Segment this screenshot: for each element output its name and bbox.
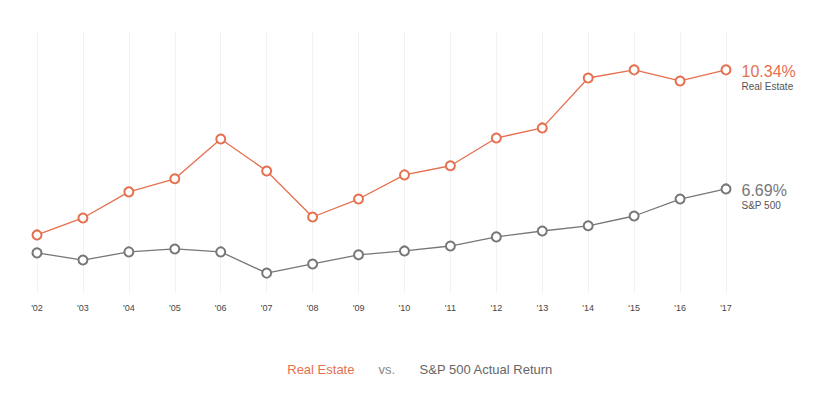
svg-text:'14: '14 [582,303,594,313]
svg-text:'13: '13 [536,303,548,313]
svg-text:'17: '17 [720,303,732,313]
svg-text:'11: '11 [445,303,456,313]
svg-text:'02: '02 [31,303,43,313]
svg-text:'03: '03 [77,303,89,313]
svg-text:'15: '15 [628,303,640,313]
svg-text:S&P 500: S&P 500 [742,200,782,211]
svg-text:'05: '05 [169,303,181,313]
svg-text:Real Estate: Real Estate [742,81,794,92]
svg-text:Real Estate: Real Estate [287,362,354,377]
svg-text:10.34%: 10.34% [742,63,796,80]
svg-text:vs.: vs. [378,362,395,377]
svg-text:'06: '06 [215,303,227,313]
svg-text:'07: '07 [261,303,273,313]
svg-text:'09: '09 [353,303,365,313]
svg-text:'08: '08 [307,303,319,313]
svg-text:'12: '12 [490,303,502,313]
svg-text:S&P 500 Actual Return: S&P 500 Actual Return [420,362,553,377]
svg-text:'04: '04 [123,303,135,313]
svg-text:6.69%: 6.69% [742,182,787,199]
svg-text:'10: '10 [399,303,411,313]
svg-text:'16: '16 [674,303,686,313]
